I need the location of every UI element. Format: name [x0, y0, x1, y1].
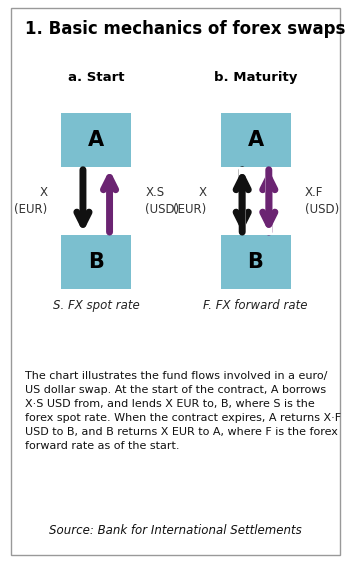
- Text: X.F
(USD): X.F (USD): [304, 186, 339, 216]
- Bar: [265, 167, 272, 235]
- Text: Source: Bank for International Settlements: Source: Bank for International Settlemen…: [49, 524, 301, 537]
- Text: a. Start: a. Start: [68, 71, 125, 84]
- Bar: [220, 113, 290, 167]
- Text: B: B: [247, 252, 264, 272]
- Text: 1. Basic mechanics of forex swaps: 1. Basic mechanics of forex swaps: [25, 20, 345, 38]
- Text: X
(EUR): X (EUR): [14, 186, 47, 216]
- Text: b. Maturity: b. Maturity: [214, 71, 297, 84]
- Bar: [61, 113, 131, 167]
- Text: A: A: [247, 130, 264, 150]
- Text: X.S
(USD): X.S (USD): [145, 186, 180, 216]
- Text: X
(EUR): X (EUR): [173, 186, 206, 216]
- Text: B: B: [88, 252, 104, 272]
- Text: S. FX spot rate: S. FX spot rate: [53, 299, 140, 312]
- Bar: [239, 167, 246, 235]
- Bar: [61, 235, 131, 289]
- Bar: [220, 235, 290, 289]
- Text: F. FX forward rate: F. FX forward rate: [203, 299, 308, 312]
- Text: A: A: [88, 130, 104, 150]
- Text: The chart illustrates the fund flows involved in a euro/
US dollar swap. At the : The chart illustrates the fund flows inv…: [25, 371, 341, 451]
